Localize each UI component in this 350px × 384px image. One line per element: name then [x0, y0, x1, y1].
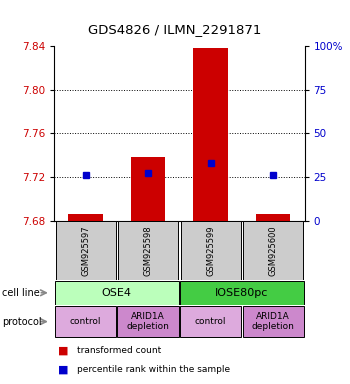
Text: ARID1A
depletion: ARID1A depletion: [252, 312, 295, 331]
Bar: [118, 222, 178, 280]
Text: OSE4: OSE4: [102, 288, 132, 298]
Bar: [55, 281, 179, 305]
Bar: [243, 222, 303, 280]
Bar: [180, 281, 304, 305]
Bar: [118, 306, 179, 337]
Text: GSM925597: GSM925597: [81, 225, 90, 276]
Bar: [131, 157, 165, 221]
Bar: [256, 214, 290, 221]
Text: transformed count: transformed count: [77, 346, 161, 355]
Text: ■: ■: [58, 364, 68, 375]
Text: protocol: protocol: [2, 316, 41, 327]
Bar: [181, 222, 241, 280]
Text: ARID1A
depletion: ARID1A depletion: [127, 312, 169, 331]
Text: GSM925600: GSM925600: [269, 225, 278, 276]
Bar: [180, 306, 241, 337]
Bar: [55, 306, 116, 337]
Bar: [56, 222, 116, 280]
Text: control: control: [70, 317, 101, 326]
Text: percentile rank within the sample: percentile rank within the sample: [77, 365, 230, 374]
Text: cell line: cell line: [2, 288, 40, 298]
Bar: [68, 214, 103, 221]
Text: ■: ■: [58, 346, 68, 356]
Bar: [194, 48, 228, 221]
Text: control: control: [195, 317, 226, 326]
Bar: [243, 306, 304, 337]
Text: GDS4826 / ILMN_2291871: GDS4826 / ILMN_2291871: [88, 23, 262, 36]
Text: GSM925599: GSM925599: [206, 225, 215, 276]
Text: GSM925598: GSM925598: [144, 225, 153, 276]
Text: IOSE80pc: IOSE80pc: [215, 288, 269, 298]
